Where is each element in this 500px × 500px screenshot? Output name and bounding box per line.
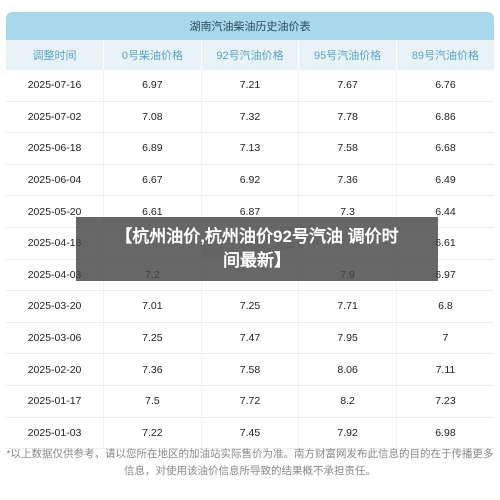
cell-date: 2025-06-18 bbox=[6, 132, 105, 165]
table-row: 2025-06-18 6.89 7.13 7.58 6.68 bbox=[6, 132, 494, 165]
table-row: 2025-01-17 7.5 7.72 8.2 7.23 bbox=[6, 385, 494, 418]
table-row: 2025-07-02 7.08 7.32 7.78 6.86 bbox=[6, 101, 494, 134]
table-row: 2025-06-04 6.67 6.92 7.36 6.49 bbox=[6, 164, 494, 197]
cell-diesel-0: 7.08 bbox=[103, 101, 202, 134]
cell-gasoline-89: 7.11 bbox=[396, 353, 494, 386]
table-row: 2025-01-03 7.22 7.45 7.92 6.98 bbox=[6, 417, 494, 450]
table-title: 湖南汽油柴油历史油价表 bbox=[6, 12, 494, 40]
table-row: 2025-03-06 7.25 7.47 7.95 7 bbox=[6, 322, 494, 355]
cell-gasoline-92: 6.92 bbox=[201, 164, 300, 197]
cell-gasoline-95: 7.78 bbox=[298, 101, 397, 134]
cell-gasoline-92: 7.72 bbox=[201, 385, 300, 418]
table-row: 2025-03-20 7.01 7.25 7.71 6.8 bbox=[6, 290, 494, 323]
table-row: 2025-02-20 7.36 7.58 8.06 7.11 bbox=[6, 353, 494, 386]
cell-gasoline-89: 6.76 bbox=[396, 70, 494, 102]
cell-gasoline-92: 7.47 bbox=[201, 322, 300, 355]
cell-gasoline-95: 7.67 bbox=[298, 70, 397, 102]
cell-gasoline-89: 6.68 bbox=[396, 132, 494, 165]
cell-gasoline-95: 7.92 bbox=[298, 417, 397, 450]
table-row: 2025-07-16 6.97 7.21 7.67 6.76 bbox=[6, 70, 494, 102]
cell-diesel-0: 6.67 bbox=[103, 164, 202, 197]
cell-gasoline-95: 8.2 bbox=[298, 385, 397, 418]
overlay-title-line1: 【杭州油价,杭州油价92号汽油 调价时 bbox=[115, 227, 399, 246]
price-history-card: 湖南汽油柴油历史油价表 调整时间 0号柴油价格 92号汽油价格 95号汽油价格 … bbox=[6, 12, 494, 496]
cell-diesel-0: 7.25 bbox=[103, 322, 202, 355]
header-adjust-date: 调整时间 bbox=[6, 40, 105, 70]
cell-gasoline-89: 6.86 bbox=[396, 101, 494, 134]
cell-gasoline-95: 7.71 bbox=[298, 290, 397, 323]
cell-date: 2025-07-16 bbox=[6, 70, 105, 102]
cell-gasoline-92: 7.58 bbox=[201, 353, 300, 386]
cell-diesel-0: 6.97 bbox=[103, 70, 202, 102]
cell-gasoline-92: 7.13 bbox=[201, 132, 300, 165]
cell-gasoline-92: 7.45 bbox=[201, 417, 300, 450]
cell-date: 2025-01-03 bbox=[6, 417, 105, 450]
article-title-overlay: 【杭州油价,杭州油价92号汽油 调价时 间最新】 bbox=[76, 217, 438, 281]
header-gasoline-89: 89号汽油价格 bbox=[396, 40, 494, 70]
cell-gasoline-89: 6.49 bbox=[396, 164, 494, 197]
header-gasoline-95: 95号汽油价格 bbox=[298, 40, 397, 70]
overlay-title-line2: 间最新】 bbox=[223, 251, 291, 270]
cell-date: 2025-01-17 bbox=[6, 385, 105, 418]
cell-gasoline-95: 7.36 bbox=[298, 164, 397, 197]
cell-gasoline-92: 7.25 bbox=[201, 290, 300, 323]
cell-diesel-0: 7.22 bbox=[103, 417, 202, 450]
table-body: 2025-07-16 6.97 7.21 7.67 6.76 2025-07-02 7.08… bbox=[6, 70, 494, 450]
cell-gasoline-95: 7.95 bbox=[298, 322, 397, 355]
disclaimer-note: *以上数据仅供参考，请以您所在地区的加油站实际售价为准。南方财富网发布此信息的目… bbox=[6, 448, 494, 477]
cell-gasoline-89: 6.98 bbox=[396, 417, 494, 450]
cell-gasoline-89: 6.8 bbox=[396, 290, 494, 323]
cell-date: 2025-06-04 bbox=[6, 164, 105, 197]
header-gasoline-92: 92号汽油价格 bbox=[201, 40, 300, 70]
cell-gasoline-95: 8.06 bbox=[298, 353, 397, 386]
cell-diesel-0: 7.5 bbox=[103, 385, 202, 418]
price-table: 调整时间 0号柴油价格 92号汽油价格 95号汽油价格 89号汽油价格 2025… bbox=[6, 40, 494, 450]
cell-date: 2025-03-20 bbox=[6, 290, 105, 323]
header-diesel-0: 0号柴油价格 bbox=[103, 40, 202, 70]
cell-diesel-0: 7.36 bbox=[103, 353, 202, 386]
cell-gasoline-95: 7.58 bbox=[298, 132, 397, 165]
cell-gasoline-89: 7.23 bbox=[396, 385, 494, 418]
cell-date: 2025-02-20 bbox=[6, 353, 105, 386]
cell-gasoline-92: 7.32 bbox=[201, 101, 300, 134]
cell-date: 2025-03-06 bbox=[6, 322, 105, 355]
cell-diesel-0: 7.01 bbox=[103, 290, 202, 323]
cell-gasoline-92: 7.21 bbox=[201, 70, 300, 102]
table-header-row: 调整时间 0号柴油价格 92号汽油价格 95号汽油价格 89号汽油价格 bbox=[6, 40, 494, 70]
cell-gasoline-89: 7 bbox=[396, 322, 494, 355]
cell-diesel-0: 6.89 bbox=[103, 132, 202, 165]
cell-date: 2025-07-02 bbox=[6, 101, 105, 134]
